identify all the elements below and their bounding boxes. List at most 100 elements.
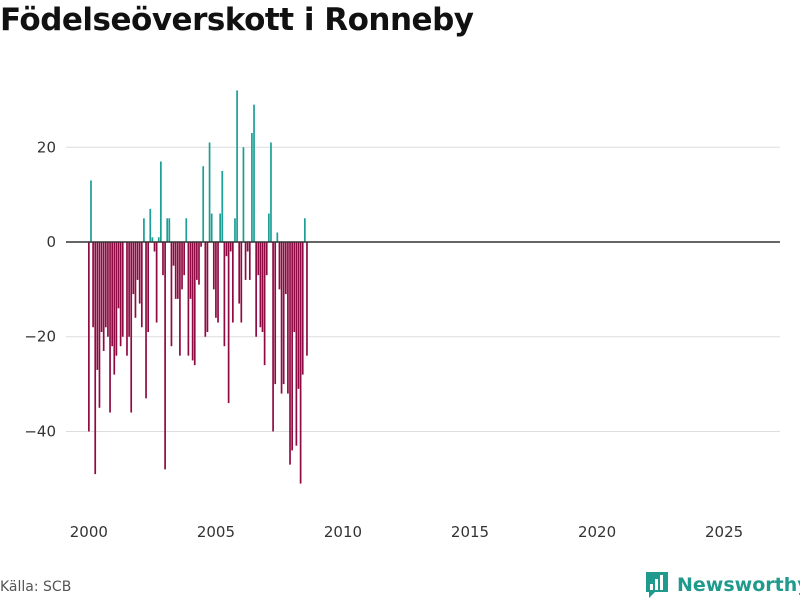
y-tick-label: −20 [24,328,56,346]
gridlines [66,147,780,431]
bar [300,242,302,484]
bar [164,242,166,469]
bar [198,242,200,285]
bar [162,242,164,275]
bar [266,242,268,275]
bar [247,242,249,251]
bar [293,242,295,332]
x-tick-label: 2005 [197,523,235,541]
bars [88,90,308,483]
bar [232,242,234,323]
bar [92,242,94,327]
bar [128,242,130,337]
bar [287,242,289,394]
bar [279,242,281,289]
bar [251,133,253,242]
bar [192,242,194,360]
bar [88,242,90,431]
bar [177,242,179,299]
bar [276,233,278,242]
brand-name: Newsworthy [677,574,800,596]
bar [262,242,264,332]
bar [226,242,228,256]
y-tick-label: 20 [37,138,56,156]
bar [245,242,247,280]
bar [118,242,120,308]
bar [240,242,242,323]
bar [228,242,230,403]
bar [141,242,143,327]
bar [249,242,251,280]
y-tick-label: 0 [46,233,56,251]
bar [213,242,215,289]
brand-logo: Newsworthy [644,569,800,601]
bar [171,242,173,346]
bar [107,242,109,337]
bar [130,242,132,413]
bar [156,242,158,323]
bar [113,242,115,375]
bar [204,242,206,337]
x-tick-label: 2025 [705,523,743,541]
bar [296,242,298,446]
bar [211,214,213,242]
bar [179,242,181,356]
bar [285,242,287,294]
bar [230,242,232,251]
bar [122,242,124,337]
y-tick-label: −40 [24,422,56,440]
bar [236,90,238,242]
bar [260,242,262,327]
bar [94,242,96,474]
bar [116,242,118,356]
bar [238,242,240,304]
bar [221,171,223,242]
bar [132,242,134,294]
bar [147,242,149,332]
y-axis-labels: −40 −20 0 20 [24,138,56,440]
bar [137,242,139,280]
source-note: Källa: SCB [0,579,71,595]
x-tick-label: 2010 [324,523,362,541]
bar [219,214,221,242]
bar [120,242,122,346]
bar [196,242,198,280]
bar [302,242,304,375]
bar [99,242,101,408]
bar [274,242,276,384]
bar [264,242,266,365]
bar [101,242,103,332]
bar [306,242,308,356]
newsworthy-logo-icon [644,570,670,600]
bar [154,242,156,251]
bar [126,242,128,356]
bar [90,180,92,242]
bar [149,209,151,242]
bar [181,242,183,289]
bar [139,242,141,304]
bar [215,242,217,318]
bar [298,242,300,389]
bar [143,218,145,242]
bar [234,218,236,242]
x-tick-label: 2000 [70,523,108,541]
bar [96,242,98,370]
bar [268,214,270,242]
bar [175,242,177,299]
bar [105,242,107,327]
bar [255,242,257,337]
bar [135,242,137,318]
bar [166,218,168,242]
bar [160,161,162,242]
bar [168,218,170,242]
bar [281,242,283,394]
bar [145,242,147,398]
bar [283,242,285,384]
bar [257,242,259,275]
bar [217,242,219,323]
bar [190,242,192,299]
bar [188,242,190,356]
bar [103,242,105,351]
bar [272,242,274,431]
